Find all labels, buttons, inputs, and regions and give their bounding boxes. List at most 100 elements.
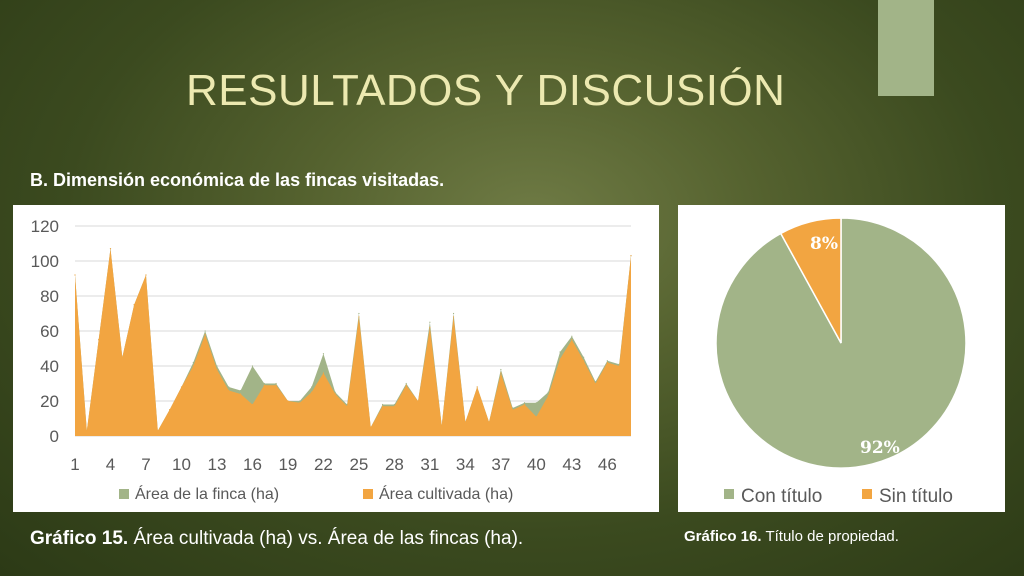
pie-chart-panel: 92% 8% Con título Sin título — [678, 205, 1005, 512]
data-point-cultivada — [535, 416, 537, 418]
x-tick-label: 4 — [106, 455, 115, 474]
data-point-cultivada — [500, 372, 502, 374]
data-point-finca — [523, 402, 526, 404]
x-tick-label: 40 — [527, 455, 546, 474]
data-point-finca — [606, 360, 608, 362]
data-point-cultivada — [287, 400, 289, 402]
data-point-finca — [535, 402, 537, 404]
x-tick-label: 37 — [491, 455, 510, 474]
data-point-cultivada — [192, 365, 194, 367]
data-point-finca — [251, 365, 254, 367]
data-point-cultivada — [169, 409, 171, 411]
pie-chart: 92% 8% Con título Sin título — [715, 217, 967, 507]
data-point-cultivada — [204, 333, 206, 336]
x-tick-label: 10 — [172, 455, 191, 474]
data-point-cultivada — [180, 386, 183, 388]
caption-chart-16-number: Gráfico 16. — [684, 528, 762, 545]
data-point-finca — [358, 312, 360, 315]
data-point-finca — [594, 381, 597, 383]
pie-legend-label: Con título — [741, 486, 822, 507]
x-tick-label: 25 — [349, 455, 368, 474]
data-point-cultivada — [452, 316, 455, 318]
data-point-cultivada — [417, 400, 419, 402]
data-point-finca — [381, 403, 384, 406]
top-decor-tab — [878, 0, 934, 96]
data-point-cultivada — [157, 430, 159, 432]
data-point-cultivada — [393, 405, 396, 407]
data-point-cultivada — [322, 372, 325, 374]
x-tick-label: 46 — [598, 455, 617, 474]
x-tick-label: 1 — [70, 455, 79, 474]
data-point-cultivada — [86, 430, 88, 432]
data-point-cultivada — [310, 391, 313, 393]
data-point-cultivada — [381, 405, 384, 407]
data-point-cultivada — [334, 393, 336, 395]
data-point-cultivada — [299, 402, 301, 404]
data-point-finca — [275, 382, 277, 385]
caption-chart-15-number: Gráfico 15. — [30, 528, 129, 549]
data-point-cultivada — [441, 424, 443, 427]
caption-chart-16-text: Título de propiedad. — [761, 528, 899, 545]
data-point-finca — [322, 353, 325, 355]
data-point-cultivada — [618, 365, 620, 367]
data-point-cultivada — [74, 274, 76, 276]
data-point-cultivada — [133, 304, 135, 306]
caption-chart-16: Gráfico 16. Título de propiedad. — [684, 528, 899, 545]
data-point-cultivada — [121, 356, 123, 358]
data-point-cultivada — [145, 274, 147, 276]
pie-legend-swatch — [862, 489, 872, 499]
data-point-finca — [192, 361, 194, 364]
data-point-finca — [500, 368, 502, 371]
data-point-cultivada — [523, 403, 526, 406]
x-tick-label: 28 — [385, 455, 404, 474]
data-point-cultivada — [606, 361, 608, 364]
x-tick-label: 16 — [243, 455, 262, 474]
y-tick-label: 80 — [40, 287, 59, 306]
data-point-finca — [228, 386, 230, 388]
data-point-cultivada — [405, 384, 407, 386]
pie-value-label: 8% — [810, 234, 838, 254]
data-point-cultivada — [216, 368, 218, 371]
slide-title: RESULTADOS Y DISCUSIÓN — [186, 66, 786, 115]
y-tick-label: 120 — [31, 217, 59, 236]
data-point-cultivada — [228, 389, 230, 392]
data-point-finca — [405, 382, 407, 385]
data-point-finca — [571, 335, 573, 337]
area-chart-panel: 0 20 40 60 80 100 120 1 4 7 10 13 16 19 22 25 28 31 34 37 40… — [13, 205, 659, 512]
y-tick-label: 60 — [40, 322, 59, 341]
data-point-cultivada — [547, 395, 549, 397]
data-point-cultivada — [630, 255, 632, 257]
x-tick-label: 19 — [278, 455, 297, 474]
x-tick-label: 22 — [314, 455, 333, 474]
y-tick-label: 100 — [31, 252, 59, 271]
data-point-cultivada — [109, 248, 112, 250]
data-point-cultivada — [263, 384, 265, 386]
legend-swatch — [363, 489, 373, 499]
data-point-cultivada — [370, 426, 372, 428]
pie-slice-sin-titulo — [779, 217, 842, 344]
data-point-cultivada — [571, 339, 573, 341]
data-point-finca — [299, 400, 301, 402]
data-point-finca — [393, 403, 396, 406]
pie-legend-label: Sin título — [879, 486, 953, 507]
data-point-cultivada — [476, 386, 478, 388]
area-chart: 0 20 40 60 80 100 120 1 4 7 10 13 16 19 22 25 28 31 34 37 40… — [31, 217, 632, 503]
data-point-cultivada — [583, 360, 585, 362]
slide-subtitle: B. Dimensión económica de las fincas vis… — [30, 170, 445, 190]
data-point-finca — [452, 312, 455, 315]
x-tick-label: 43 — [562, 455, 581, 474]
data-point-finca — [559, 351, 561, 353]
data-point-finca — [583, 356, 585, 358]
x-tick-label: 34 — [456, 455, 475, 474]
caption-chart-15-text: Área cultivada (ha) vs. Área de las finc… — [128, 528, 524, 549]
data-point-cultivada — [594, 382, 597, 385]
legend-swatch — [119, 489, 129, 499]
data-point-finca — [204, 330, 206, 332]
y-tick-label: 0 — [50, 427, 59, 446]
x-tick-label: 7 — [141, 455, 150, 474]
y-tick-label: 20 — [40, 392, 59, 411]
data-point-cultivada — [512, 409, 514, 411]
series-area-cultivada — [75, 248, 631, 436]
x-tick-label: 13 — [207, 455, 226, 474]
data-point-finca — [429, 321, 431, 323]
